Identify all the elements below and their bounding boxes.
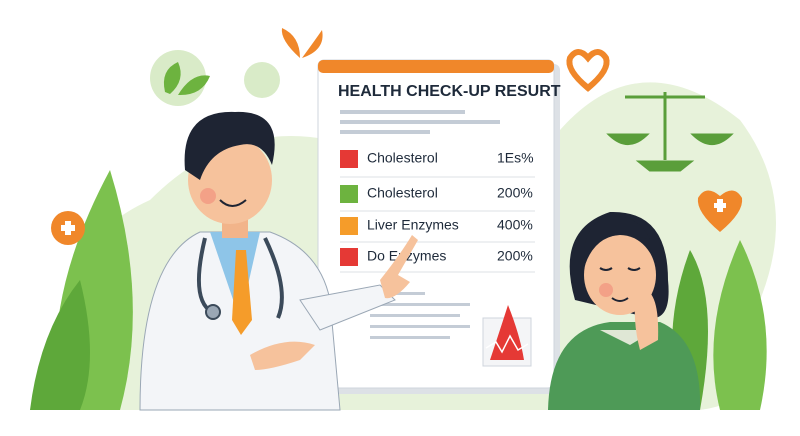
text-placeholder	[340, 110, 500, 134]
heart-icon	[566, 49, 743, 232]
row-value: 1Es%	[497, 150, 534, 166]
result-row: Liver Enzymes 400%	[340, 217, 535, 243]
mini-chart	[482, 305, 532, 367]
medical-icon	[51, 211, 85, 245]
report-title: HEALTH CHECK-UP RESURT	[338, 83, 561, 100]
row-value: 200%	[497, 185, 533, 201]
leaf-icon	[281, 28, 323, 58]
doctor	[139, 111, 418, 411]
row-label: Cholesterol	[367, 150, 438, 166]
row-label: Cholesterol	[367, 185, 438, 201]
card-header-bar	[318, 60, 554, 73]
leaf-icon	[163, 62, 210, 96]
deco-circle	[244, 62, 280, 98]
row-label: Liver Enzymes	[367, 217, 459, 233]
row-value: 400%	[497, 217, 533, 233]
scale-icon	[606, 92, 734, 172]
row-value: 200%	[497, 248, 533, 264]
result-row: Cholesterol 200%	[340, 185, 535, 212]
patient	[548, 211, 701, 410]
result-row: Cholesterol 1Es%	[340, 150, 535, 178]
